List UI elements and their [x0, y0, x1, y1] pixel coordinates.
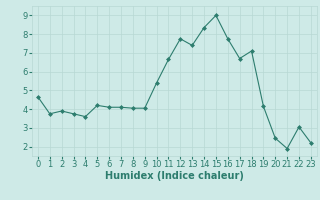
X-axis label: Humidex (Indice chaleur): Humidex (Indice chaleur) — [105, 171, 244, 181]
